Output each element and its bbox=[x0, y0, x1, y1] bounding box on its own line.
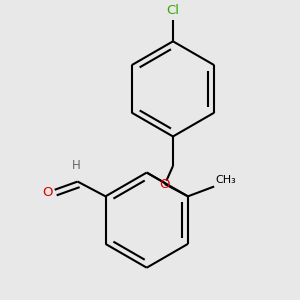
Text: CH₃: CH₃ bbox=[216, 175, 237, 185]
Text: O: O bbox=[160, 178, 170, 190]
Text: O: O bbox=[43, 186, 53, 199]
Text: H: H bbox=[72, 159, 80, 172]
Text: Cl: Cl bbox=[167, 4, 179, 17]
